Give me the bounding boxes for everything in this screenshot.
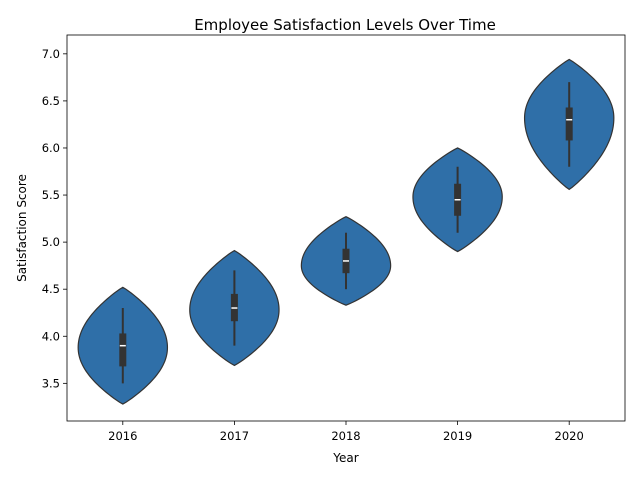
chart-title: Employee Satisfaction Levels Over Time: [194, 16, 496, 34]
x-tick-label: 2020: [555, 429, 584, 443]
x-tick-label: 2018: [331, 429, 360, 443]
y-tick-label: 3.5: [42, 376, 60, 390]
x-tick-label: 2019: [443, 429, 472, 443]
iqr-box-2016: [119, 333, 127, 367]
x-axis-label: Year: [332, 451, 358, 465]
y-tick-label: 4.0: [42, 329, 60, 343]
iqr-box-2020: [565, 107, 573, 141]
y-axis: 3.5 4.0 4.5 5.0 5.5 6.0 6.5 7.0: [42, 47, 67, 390]
x-tick-label: 2016: [108, 429, 137, 443]
x-axis: 2016 2017 2018 2019 2020: [108, 421, 584, 443]
y-axis-label: Satisfaction Score: [15, 174, 29, 282]
y-tick-label: 5.0: [42, 235, 60, 249]
x-tick-label: 2017: [220, 429, 249, 443]
y-tick-label: 6.5: [42, 94, 60, 108]
y-tick-label: 4.5: [42, 282, 60, 296]
y-tick-label: 7.0: [42, 47, 60, 61]
plot-area: [77, 58, 615, 405]
y-tick-label: 5.5: [42, 188, 60, 202]
y-tick-label: 6.0: [42, 141, 60, 155]
